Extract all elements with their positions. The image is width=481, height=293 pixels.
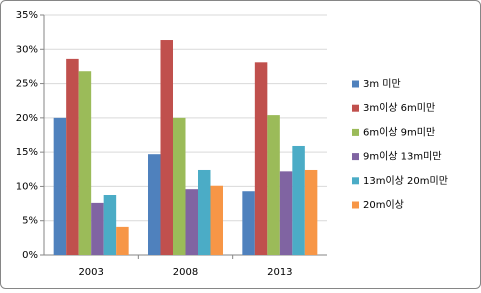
bar <box>66 58 79 256</box>
legend-label: 3m이상 6m미만 <box>363 102 435 114</box>
y-tick-label: 10% <box>16 181 38 192</box>
y-tick-label: 30% <box>16 44 38 55</box>
bar <box>304 169 318 255</box>
bar <box>160 40 173 256</box>
legend-marker <box>352 177 359 185</box>
bar <box>91 202 104 255</box>
x-tick-label: 2008 <box>173 267 198 278</box>
bar <box>116 226 129 255</box>
y-tick-label: 20% <box>16 113 38 124</box>
legend-label: 3m 미만 <box>363 78 401 90</box>
legend-marker <box>352 128 359 136</box>
legend-marker <box>352 80 359 88</box>
y-tick-label: 5% <box>22 216 38 227</box>
bar <box>254 62 268 255</box>
legend-marker <box>352 104 359 112</box>
legend-marker <box>352 201 359 209</box>
y-tick-label: 35% <box>16 10 38 21</box>
bar <box>198 169 211 255</box>
y-tick-label: 0% <box>22 250 38 261</box>
legend-label: 20m이상 <box>363 199 404 211</box>
bar <box>242 191 255 255</box>
x-tick-label: 2003 <box>78 267 103 278</box>
bar <box>148 154 161 255</box>
bar <box>267 115 280 255</box>
legend-marker <box>352 153 359 161</box>
y-tick-label: 25% <box>16 79 38 90</box>
x-tick-label: 2013 <box>267 267 292 278</box>
bar <box>173 117 186 255</box>
bar <box>103 195 117 255</box>
bar <box>292 145 305 255</box>
bar <box>185 189 198 255</box>
legend-label: 9m이상 13m미만 <box>363 151 442 163</box>
bar <box>279 171 293 255</box>
legend-label: 13m이상 20m미만 <box>363 175 448 187</box>
bar <box>53 117 67 255</box>
y-tick-label: 15% <box>16 147 38 158</box>
bar <box>78 71 92 255</box>
legend-label: 6m이상 9m미만 <box>363 126 435 138</box>
bar <box>210 185 223 255</box>
